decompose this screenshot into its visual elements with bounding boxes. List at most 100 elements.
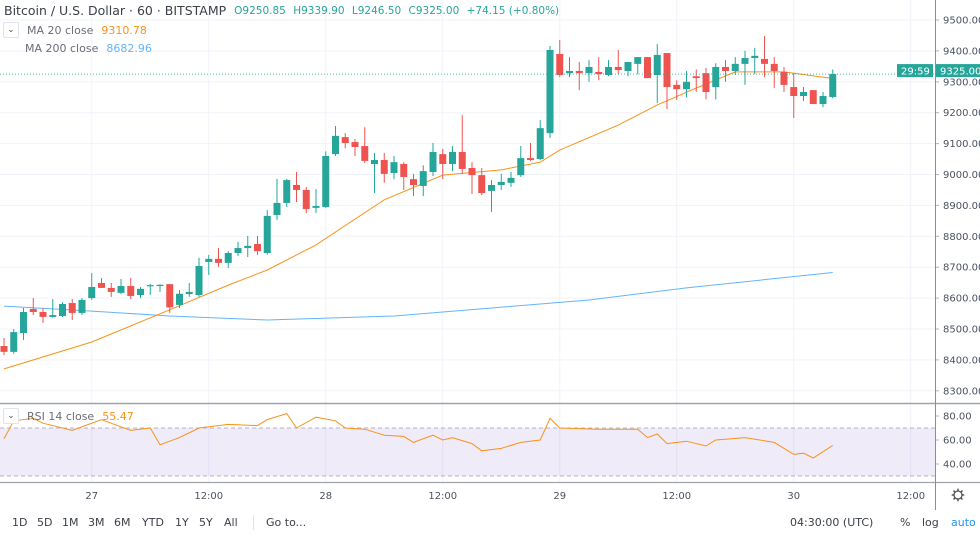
candle-body xyxy=(507,177,515,183)
candle-body xyxy=(380,159,388,174)
high-value: H9339.90 xyxy=(293,4,345,17)
candle-body xyxy=(68,303,76,313)
candle-up xyxy=(517,146,525,177)
candle-up xyxy=(322,151,330,208)
timeframe-5d[interactable]: 5D xyxy=(37,516,53,529)
price-tick-label: 9100.00 xyxy=(943,139,980,150)
candle-down xyxy=(478,168,486,196)
candle-up xyxy=(536,120,544,160)
candle-body xyxy=(293,185,300,190)
gear-icon-tooth xyxy=(960,490,963,493)
candle-down xyxy=(107,282,115,297)
candle-up xyxy=(244,235,252,258)
candle-up xyxy=(829,69,837,99)
candle-body xyxy=(653,54,661,76)
candle-body xyxy=(478,175,486,194)
candle-body xyxy=(361,146,369,161)
candle-down xyxy=(790,73,798,118)
candle-down xyxy=(127,278,135,300)
candle-up xyxy=(605,60,612,77)
candle-up xyxy=(205,254,213,275)
candle-up xyxy=(819,91,827,108)
ma200-layer xyxy=(3,271,833,321)
toolbar-divider xyxy=(253,515,254,530)
timeframe-ytd[interactable]: YTD xyxy=(142,516,164,529)
clock-utc[interactable]: 04:30:00 (UTC) xyxy=(790,516,874,529)
candle-body xyxy=(0,345,8,352)
candle-body xyxy=(166,284,174,308)
candle-up xyxy=(273,178,281,220)
candle-body xyxy=(20,312,27,334)
candle-body xyxy=(332,135,339,155)
candle-up xyxy=(20,307,27,340)
candle-down xyxy=(0,337,8,355)
candle-body xyxy=(273,202,281,215)
timeframe-all[interactable]: All xyxy=(224,516,238,529)
candle-down xyxy=(458,115,466,174)
timeframe-1d[interactable]: 1D xyxy=(12,516,28,529)
percent-toggle[interactable]: % xyxy=(900,516,911,529)
symbol-title[interactable]: Bitcoin / U.S. Dollar · 60 · BITSTAMP xyxy=(4,3,227,18)
candle-down xyxy=(410,173,417,197)
candle-up xyxy=(429,142,437,177)
candle-down xyxy=(400,162,408,190)
candle-down xyxy=(702,67,710,100)
time-tick-label[interactable]: 28 xyxy=(319,491,332,502)
time-tick-label[interactable]: 12:00 xyxy=(662,491,691,502)
rsi-line xyxy=(3,413,834,459)
candle-up xyxy=(263,210,271,255)
price-tick-label: 9500.00 xyxy=(943,16,980,27)
candle-body xyxy=(322,155,330,207)
timeframe-5y[interactable]: 5Y xyxy=(199,516,213,529)
timeframe-3m[interactable]: 3M xyxy=(88,516,105,529)
price-chart[interactable]: 80.00 60.00 40.00 9500.00 9400.00 9300.00 920… xyxy=(0,0,980,510)
candle-body xyxy=(741,58,749,64)
rsi-pane: 80.00 60.00 40.00 xyxy=(0,412,972,477)
candle-up xyxy=(449,146,456,172)
candle-up xyxy=(585,60,593,82)
candle-down xyxy=(380,152,388,183)
time-tick-label[interactable]: 12:00 xyxy=(428,491,457,502)
candle-up xyxy=(332,125,339,156)
candle-body xyxy=(819,96,827,105)
candle-body xyxy=(400,163,408,177)
auto-toggle[interactable]: auto xyxy=(951,516,976,529)
goto-button[interactable]: Go to... xyxy=(266,516,307,529)
candle-up xyxy=(10,329,18,354)
ma20-label[interactable]: MA 20 close xyxy=(27,23,94,37)
time-tick-label[interactable]: 27 xyxy=(85,491,98,502)
time-tick-label[interactable]: 12:00 xyxy=(194,491,223,502)
close-value: C9325.00 xyxy=(408,4,460,17)
countdown-label-bg xyxy=(897,64,933,78)
candle-down xyxy=(302,186,310,214)
time-tick-label[interactable]: 12:00 xyxy=(896,491,925,502)
candle-body xyxy=(78,299,86,313)
candle-up xyxy=(546,45,554,139)
candle-body xyxy=(566,70,573,74)
price-tick-label: 8900.00 xyxy=(943,201,980,212)
candle-up xyxy=(390,155,398,180)
collapse-rsi-button[interactable]: ⌄ xyxy=(3,408,19,424)
gear-icon[interactable] xyxy=(951,488,965,502)
log-toggle[interactable]: log xyxy=(922,516,939,529)
rsi-label[interactable]: RSI 14 close xyxy=(27,409,95,423)
candle-down xyxy=(254,235,261,255)
last-price-marker: 9325.00 29:59 xyxy=(0,64,980,78)
candle-body xyxy=(536,128,544,160)
time-tick-label[interactable]: 29 xyxy=(553,491,566,502)
ma200-label[interactable]: MA 200 close xyxy=(25,42,99,55)
candle-body xyxy=(644,57,651,79)
candle-body xyxy=(527,158,534,160)
ma20-legend: ⌄ MA 20 close 9310.78 xyxy=(0,22,147,38)
candle-body xyxy=(770,63,778,71)
timeframe-6m[interactable]: 6M xyxy=(114,516,131,529)
collapse-indicators-button[interactable]: ⌄ xyxy=(3,22,19,38)
candle-down xyxy=(293,172,300,203)
candle-body xyxy=(302,189,310,210)
time-tick-label[interactable]: 30 xyxy=(787,491,800,502)
timeframe-1y[interactable]: 1Y xyxy=(175,516,189,529)
axes[interactable]: 9500.00 9400.00 9300.00 9200.00 9100.00 9000.… xyxy=(0,0,980,510)
timeframe-1m[interactable]: 1M xyxy=(62,516,79,529)
candle-body xyxy=(341,137,349,143)
chevron-down-icon: ⌄ xyxy=(7,25,15,35)
